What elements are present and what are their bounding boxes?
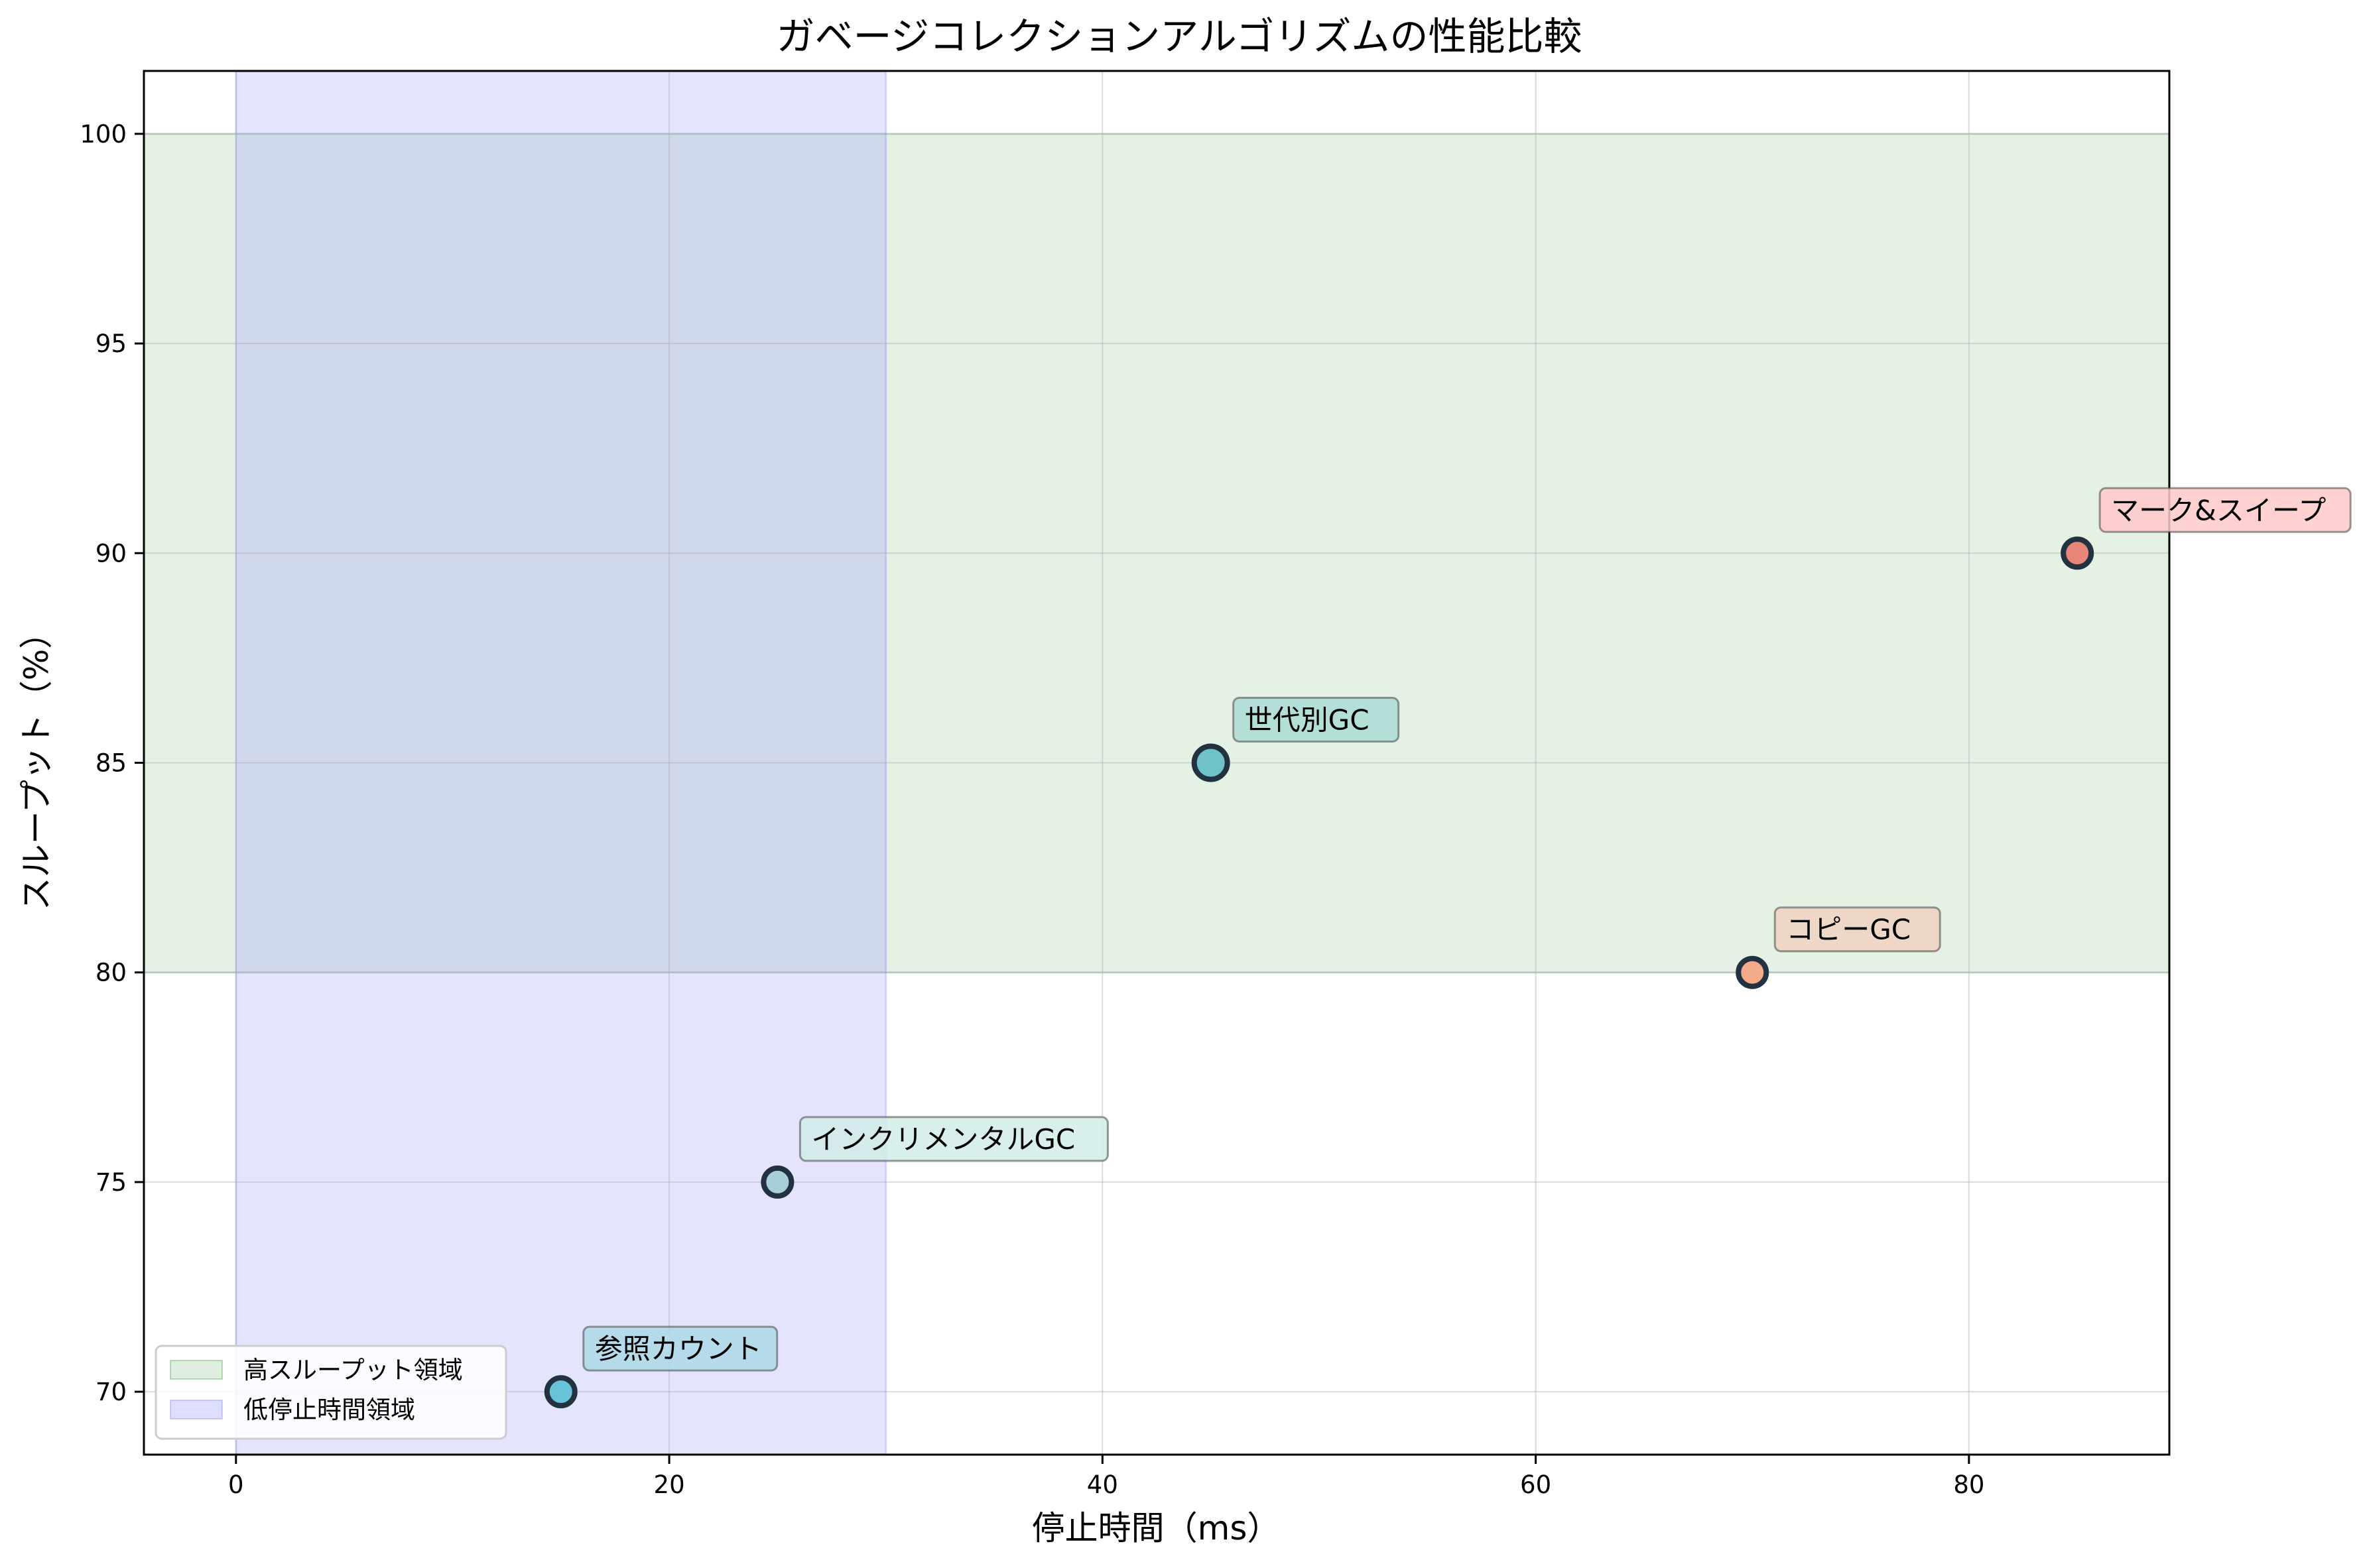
region-0 (143, 133, 2171, 974)
x-tick-label: 0 (228, 1471, 244, 1499)
regions (143, 70, 2171, 1456)
x-tick-label: 60 (1520, 1471, 1551, 1499)
point-label-box: 世代別GC (1232, 697, 1400, 743)
y-tick-label: 70 (96, 1378, 127, 1406)
point-label: マーク&スイープ (2111, 494, 2326, 526)
chart-title: ガベージコレクションアルゴリズムの性能比較 (776, 14, 1582, 59)
legend-label: 低停止時間領域 (243, 1396, 415, 1424)
y-tick-label: 90 (96, 539, 127, 568)
y-axis-label: スループット（%） (17, 616, 56, 911)
data-point (2061, 536, 2094, 570)
data-point (544, 1375, 578, 1409)
point-label-bg (1232, 697, 1400, 743)
data-point (761, 1165, 795, 1199)
y-tick-label: 85 (96, 749, 127, 778)
data-point (1191, 743, 1230, 782)
legend-label: 高スループット領域 (243, 1356, 463, 1384)
point-label: 参照カウント (595, 1333, 762, 1365)
y-tick-label: 95 (96, 330, 127, 358)
x-axis-label: 停止時間（ms） (1032, 1509, 1281, 1547)
point-label-box: コピーGC (1773, 906, 1941, 953)
point-label-bg (2098, 487, 2352, 533)
y-tick-label: 80 (96, 959, 127, 987)
point-label: 世代別GC (1245, 704, 1370, 737)
data-point (1736, 955, 1769, 989)
point-label: インクリメンタルGC (811, 1123, 1075, 1156)
point-label: コピーGC (1786, 914, 1911, 946)
point-label-bg (798, 1116, 1109, 1162)
point-label-bg (582, 1325, 779, 1372)
point-label-box: 参照カウント (582, 1325, 779, 1372)
y-tick-label: 100 (80, 120, 127, 149)
region-1 (235, 70, 887, 1456)
point-label-bg (1773, 906, 1941, 953)
point-label-box: インクリメンタルGC (798, 1116, 1109, 1162)
legend-box (155, 1345, 507, 1440)
x-tick-label: 40 (1087, 1471, 1118, 1499)
legend-swatch (170, 1360, 223, 1380)
legend-swatch (170, 1400, 223, 1419)
ticks: 0 20 40 60 80 70 75 80 85 90 95 100 (80, 120, 1984, 1499)
y-tick-label: 75 (96, 1168, 127, 1197)
plot-frame (143, 70, 2171, 1456)
point-label-box: マーク&スイープ (2098, 487, 2352, 533)
x-tick-label: 20 (654, 1471, 685, 1499)
x-tick-label: 80 (1953, 1471, 1984, 1499)
